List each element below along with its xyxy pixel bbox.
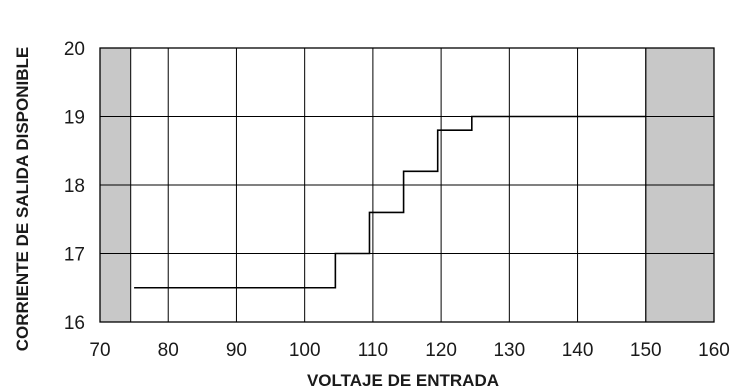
y-tick-label-20: 20 — [64, 39, 85, 60]
series-line-1 — [134, 115, 646, 289]
x-tick-label-90: 90 — [226, 340, 247, 361]
y-tick-label-18: 18 — [64, 176, 85, 197]
y-tick-label-16: 16 — [64, 313, 85, 334]
x-tick-label-120: 120 — [425, 340, 457, 361]
x-tick-label-130: 130 — [493, 340, 525, 361]
x-tick-label-160: 160 — [698, 340, 730, 361]
x-tick-labels: 70 80 90 100 110 120 130 140 150 160 — [89, 340, 729, 361]
x-tick-label-80: 80 — [158, 340, 179, 361]
x-tick-label-150: 150 — [630, 340, 662, 361]
grid — [100, 48, 714, 322]
x-tick-label-100: 100 — [289, 340, 321, 361]
x-axis-title: VOLTAJE DE ENTRADA — [307, 371, 499, 390]
y-axis-title: CORRIENTE DE SALIDA DISPONIBLE — [13, 47, 32, 351]
x-tick-label-70: 70 — [89, 340, 110, 361]
x-tick-label-110: 110 — [358, 340, 388, 361]
x-tick-label-140: 140 — [562, 340, 594, 361]
plot-frame — [99, 47, 715, 323]
y-tick-label-17: 17 — [64, 245, 85, 266]
y-tick-label-19: 19 — [64, 108, 85, 129]
y-tick-labels: 16 17 18 19 20 — [64, 39, 85, 334]
series-layer — [134, 115, 646, 289]
